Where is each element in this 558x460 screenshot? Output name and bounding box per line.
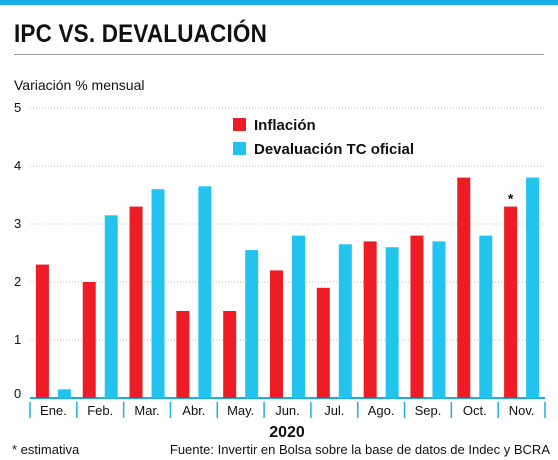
bar-inflacion bbox=[457, 177, 471, 398]
bars: * bbox=[35, 177, 540, 398]
bar-inflacion bbox=[410, 235, 424, 398]
bar-inflacion bbox=[504, 206, 518, 398]
x-tick-label: Ene. bbox=[40, 403, 67, 418]
bar-devaluacion bbox=[479, 235, 493, 398]
source-credit: Fuente: Invertir en Bolsa sobre la base … bbox=[170, 442, 550, 457]
x-tick-label: Jul. bbox=[324, 403, 344, 418]
bar-annotation: * bbox=[508, 191, 514, 207]
x-axis-label: 2020 bbox=[269, 424, 305, 440]
bar-inflacion bbox=[35, 264, 49, 398]
x-tick-label: Jun. bbox=[275, 403, 300, 418]
bar-inflacion bbox=[316, 287, 330, 398]
source-text: Fuente: Invertir en Bolsa sobre la base … bbox=[169, 442, 550, 457]
bar-devaluacion bbox=[245, 250, 259, 398]
chart-title: IPC VS. DEVALUACIÓN bbox=[14, 20, 268, 48]
footnote: * estimativa bbox=[12, 442, 79, 457]
bar-devaluacion bbox=[151, 189, 165, 398]
bar-devaluacion bbox=[385, 247, 399, 398]
y-axis-label: Variación % mensual bbox=[14, 77, 144, 93]
y-tick-label: 4 bbox=[14, 158, 21, 173]
x-tick-label: Oct. bbox=[463, 403, 487, 418]
legend: Inflación Devaluación TC oficial bbox=[233, 117, 414, 158]
y-tick-label: 0 bbox=[14, 386, 21, 401]
x-tick-label: May. bbox=[227, 403, 254, 418]
bar-chart: Variación % mensual 0 1 2 3 4 5 * Ene. Feb. Mar… bbox=[14, 77, 546, 440]
bar-inflacion bbox=[270, 270, 283, 398]
legend-swatch-devaluacion bbox=[233, 142, 246, 155]
y-tick-label: 2 bbox=[14, 274, 21, 289]
legend-label: Devaluación TC oficial bbox=[254, 141, 414, 158]
footnote-text: * estimativa bbox=[12, 442, 80, 457]
y-tick-labels: 0 1 2 3 4 5 bbox=[14, 100, 21, 401]
bar-devaluacion bbox=[338, 244, 352, 398]
bar-devaluacion bbox=[526, 177, 540, 398]
x-tick-label: Ago. bbox=[368, 403, 395, 418]
y-tick-label: 5 bbox=[14, 100, 21, 115]
x-tick-label: Feb. bbox=[87, 403, 113, 418]
legend-label: Inflación bbox=[254, 117, 316, 134]
bar-inflacion bbox=[363, 241, 377, 398]
bar-inflacion bbox=[129, 206, 143, 398]
bar-devaluacion bbox=[292, 235, 305, 398]
bar-inflacion bbox=[223, 311, 237, 398]
bar-devaluacion bbox=[432, 241, 446, 398]
bar-devaluacion bbox=[57, 389, 71, 398]
x-tick-label: Abr. bbox=[182, 403, 205, 418]
y-tick-label: 3 bbox=[14, 216, 21, 231]
bar-devaluacion bbox=[198, 186, 212, 398]
y-tick-label: 1 bbox=[14, 332, 21, 347]
x-tick-label: Nov. bbox=[509, 403, 535, 418]
title-divider bbox=[14, 54, 544, 55]
x-tick-label: Sep. bbox=[415, 403, 442, 418]
top-accent-bar bbox=[0, 0, 558, 5]
bar-inflacion bbox=[82, 282, 96, 398]
legend-swatch-inflacion bbox=[233, 118, 246, 131]
bar-inflacion bbox=[176, 311, 190, 398]
x-tick-label: Mar. bbox=[134, 403, 159, 418]
bar-devaluacion bbox=[104, 215, 118, 398]
x-tick-labels: Ene. Feb. Mar. Abr. May. Jun. Jul. Ago. Sep. Oct.… bbox=[40, 403, 534, 418]
